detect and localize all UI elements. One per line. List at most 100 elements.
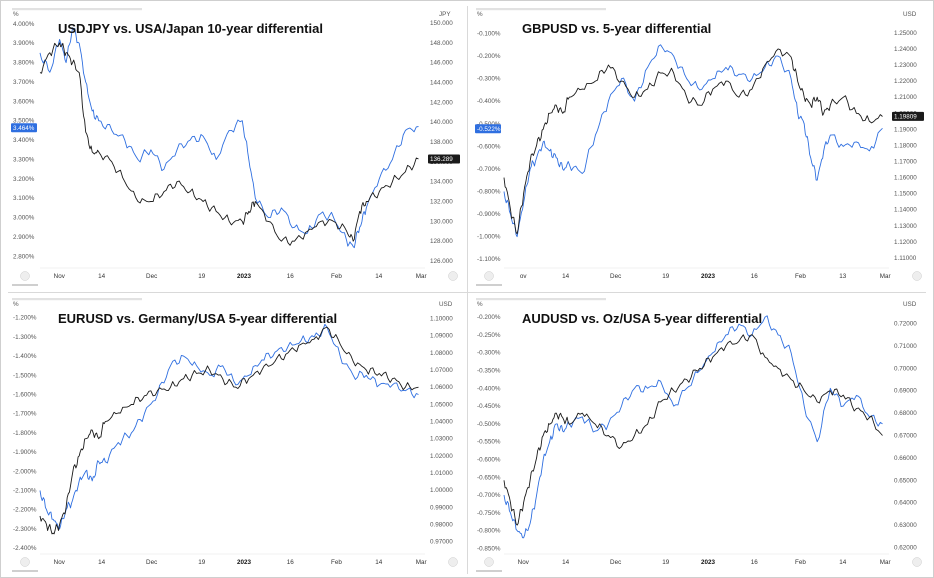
left-tick-label: -0.250% [477, 332, 501, 339]
timezone-button-icon[interactable] [20, 557, 30, 567]
left-tick-label: -1.900% [13, 449, 37, 456]
right-tick-label: 0.99000 [430, 504, 453, 511]
timezone-button-icon[interactable] [484, 557, 494, 567]
x-tick-label: 14 [562, 559, 570, 566]
right-tick-label: 132.000 [430, 199, 453, 206]
right-tick-label: 128.000 [430, 238, 453, 245]
left-axis-badge [11, 123, 37, 133]
right-tick-label: 1.23000 [894, 62, 917, 69]
x-tick-label: 16 [287, 559, 295, 566]
left-tick-label: -1.100% [477, 256, 501, 263]
left-tick-label: -0.900% [477, 211, 501, 218]
right-tick-label: 1.15000 [894, 191, 917, 198]
chart-panel-audusd: % USD -0.200% -0.250% -0.300% -0.350% -0.400% -… [472, 296, 927, 574]
right-axis-badge [892, 111, 924, 121]
x-tick-label: Mar [416, 559, 427, 566]
auto-scale-button-icon[interactable] [912, 271, 922, 281]
left-tick-label: -1.500% [13, 372, 37, 379]
chart-svg: %USD-0.100%-0.200%-0.300%-0.400%-0.500%-… [475, 8, 924, 286]
right-tick-label: 148.000 [430, 40, 453, 47]
right-tick-label: 1.09000 [430, 333, 453, 340]
header-strip [476, 8, 606, 11]
timezone-button-icon[interactable] [20, 271, 30, 281]
right-axis-unit: JPY [439, 11, 451, 18]
vertical-divider [467, 6, 468, 574]
right-tick-label: 126.000 [430, 258, 453, 265]
left-tick-label: 3.300% [13, 156, 35, 163]
chart-panel-gbpusd: %USD-0.100%-0.200%-0.300%-0.400%-0.500%-… [472, 6, 927, 288]
left-tick-label: -0.500% [477, 421, 501, 428]
right-tick-label: 134.000 [430, 179, 453, 186]
x-tick-label: 14 [98, 559, 106, 566]
x-tick-label: 16 [287, 273, 295, 280]
auto-scale-button-icon[interactable] [448, 557, 458, 567]
x-tick-label: Mar [416, 273, 427, 280]
left-tick-label: -0.700% [477, 166, 501, 173]
timezone-button-icon[interactable] [484, 271, 494, 281]
x-tick-label: Nov [54, 559, 66, 566]
series-line-blue [503, 44, 883, 238]
chart-panel-usdjpy: % JPY 4.000% 3.900% 3.800% 3.700% 3.600% 3.500%… [8, 6, 463, 288]
chart-title: EURUSD vs. Germany/USA 5-year differenti… [58, 311, 337, 326]
left-tick-label: -0.400% [477, 98, 501, 105]
series-line-black [503, 334, 883, 526]
x-tick-label: Feb [795, 559, 806, 566]
left-tick-label: -0.800% [477, 528, 501, 535]
left-tick-label: -2.000% [13, 468, 37, 475]
left-tick-label: 3.800% [13, 60, 35, 67]
left-tick-label: -0.450% [477, 403, 501, 410]
left-tick-label: -2.200% [13, 507, 37, 514]
right-tick-label: 1.03000 [430, 436, 453, 443]
series-line-blue [39, 27, 419, 249]
header-strip [12, 8, 142, 11]
left-tick-label: -2.100% [13, 488, 37, 495]
left-axis-unit: % [477, 301, 483, 308]
right-tick-label: 1.13000 [894, 223, 917, 230]
left-tick-label: -0.350% [477, 368, 501, 375]
left-tick-label: 2.900% [13, 234, 35, 241]
footer-logo [476, 284, 502, 286]
right-axis-unit: USD [439, 301, 453, 308]
right-axis-badge-label: 1.19809 [894, 114, 917, 121]
left-axis-unit: % [13, 11, 19, 18]
left-tick-label: 3.100% [13, 195, 35, 202]
right-tick-label: 140.000 [430, 119, 453, 126]
x-tick-label: Mar [880, 559, 891, 566]
right-axis-unit: USD [903, 301, 917, 308]
right-tick-label: 1.05000 [430, 401, 453, 408]
right-tick-label: 1.08000 [430, 350, 453, 357]
right-tick-label: 1.17000 [894, 158, 917, 165]
left-tick-label: 4.000% [13, 21, 35, 28]
right-axis-badge-label: 136.289 [430, 156, 453, 163]
x-tick-label: Dec [610, 559, 621, 566]
x-tick-label: 14 [98, 273, 106, 280]
x-tick-label: Dec [610, 273, 621, 280]
right-tick-label: 1.21000 [894, 94, 917, 101]
right-tick-label: 1.10000 [430, 316, 453, 323]
right-tick-label: 1.24000 [894, 46, 917, 53]
auto-scale-button-icon[interactable] [912, 557, 922, 567]
x-tick-label: 16 [751, 559, 759, 566]
chart-svg: % USD -1.200% -1.300% -1.400% -1.500% -1.600% -… [12, 298, 458, 572]
x-tick-label: Mar [880, 273, 891, 280]
left-tick-label: -1.800% [13, 430, 37, 437]
right-tick-label: 0.65000 [894, 477, 917, 484]
x-tick-label: 2023 [237, 559, 252, 566]
chart-title: GBPUSD vs. 5-year differential [522, 21, 711, 36]
series-line-blue [39, 323, 419, 530]
left-tick-label: 3.600% [13, 98, 35, 105]
right-tick-label: 1.01000 [430, 470, 453, 477]
x-tick-label: 19 [198, 273, 206, 280]
x-tick-label: 2023 [701, 273, 716, 280]
right-tick-label: 1.12000 [894, 239, 917, 246]
footer-logo [12, 570, 38, 572]
x-tick-label: 19 [198, 559, 206, 566]
auto-scale-button-icon[interactable] [448, 271, 458, 281]
left-tick-label: -0.200% [477, 314, 501, 321]
right-tick-label: 1.06000 [430, 384, 453, 391]
chart-svg: % USD -0.200% -0.250% -0.300% -0.350% -0.400% -… [476, 298, 922, 572]
x-tick-label: Feb [331, 559, 342, 566]
x-tick-label: Feb [795, 273, 806, 280]
left-tick-label: -0.650% [477, 474, 501, 481]
right-tick-label: 1.22000 [894, 78, 917, 85]
